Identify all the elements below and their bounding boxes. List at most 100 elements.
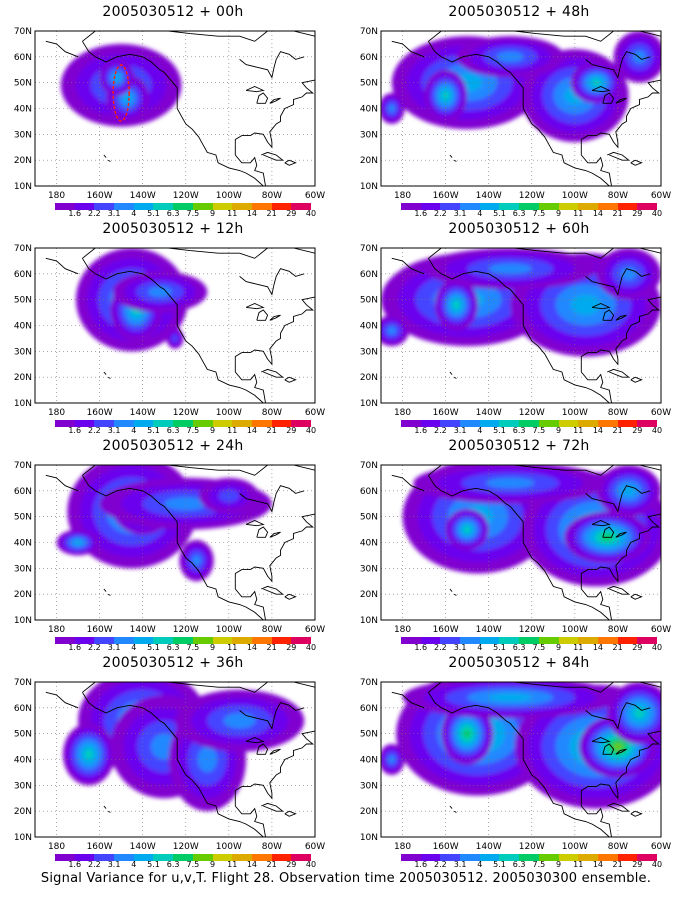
coastline — [269, 748, 281, 755]
colorbar: 1.6 2.2 3.1 4 5.1 6.3 7.5 9 11 14 21 29 40 — [401, 854, 662, 870]
y-tick-label: 20N — [360, 590, 378, 600]
x-tick-label: 180 — [394, 191, 411, 200]
colorbar-label: 29 — [286, 209, 297, 218]
colorbar-label: 5.1 — [147, 643, 160, 652]
colorbar-label: 29 — [632, 643, 643, 652]
coastline — [245, 303, 265, 310]
colorbar-label: 5.1 — [493, 426, 506, 435]
colorbar-swatch — [519, 854, 540, 861]
coastline — [615, 748, 627, 755]
panel-title: 2005030512 + 84h — [448, 655, 590, 671]
colorbar-label: 21 — [612, 209, 623, 218]
y-tick-label: 60N — [360, 704, 378, 714]
y-tick-label: 30N — [360, 781, 378, 791]
plot-frame — [34, 681, 316, 838]
x-tick-label: 160W — [87, 408, 113, 417]
colorbar-swatch — [55, 203, 76, 210]
x-tick-label: 180 — [48, 408, 65, 417]
coastline — [591, 520, 611, 527]
colorbar-label: 21 — [266, 426, 277, 435]
y-tick-label: 10N — [360, 833, 378, 843]
colorbar-label: 6.3 — [166, 209, 180, 218]
coastline — [239, 485, 305, 513]
coastline — [239, 702, 305, 730]
y-tick-label: 40N — [14, 756, 32, 766]
map-panel: 10N 20N 30N 40N 50N 60N 70N 180 160W 140W 120W 100W… — [346, 651, 692, 870]
panel-title: 2005030512 + 24h — [102, 438, 244, 454]
x-tick-label: 100W — [216, 191, 242, 200]
coastline — [234, 730, 315, 800]
colorbar-label: 5.1 — [147, 426, 160, 435]
colorbar-swatch — [173, 637, 194, 644]
colorbar-swatch — [232, 637, 253, 644]
colorbar-label: 14 — [592, 209, 604, 218]
colorbar-label: 5.1 — [147, 209, 160, 218]
x-tick-label: 120W — [173, 191, 199, 200]
colorbar-swatch — [251, 420, 273, 427]
colorbar-label: 3.1 — [453, 209, 467, 218]
y-tick-label: 40N — [360, 322, 378, 332]
colorbar-swatch — [637, 854, 658, 861]
colorbar-swatch — [637, 637, 658, 644]
colorbar-label: 9 — [209, 426, 216, 435]
variance-contour — [84, 749, 94, 760]
x-tick-label: 80W — [262, 408, 282, 417]
coastline — [602, 92, 615, 104]
colorbar-swatch — [212, 420, 233, 427]
x-tick-label: 140W — [476, 408, 502, 417]
x-tick-label: 120W — [173, 842, 199, 851]
colorbar-label: 29 — [632, 426, 643, 435]
coastline — [453, 159, 457, 162]
colorbar: 1.6 2.2 3.1 4 5.1 6.3 7.5 9 11 14 21 29 40 — [401, 420, 662, 436]
colorbar-swatch — [617, 203, 638, 210]
coastline — [453, 593, 457, 596]
coastline — [245, 737, 265, 744]
colorbar-label: 3.1 — [453, 643, 467, 652]
colorbar-swatch — [558, 420, 579, 427]
coastline — [82, 465, 315, 476]
colorbar-swatch — [192, 203, 214, 210]
colorbar-label: 11 — [227, 426, 238, 435]
colorbar-label: 11 — [573, 426, 584, 435]
colorbar-label: 3.1 — [107, 643, 121, 652]
colorbar: 1.6 2.2 3.1 4 5.1 6.3 7.5 9 11 14 21 29 40 — [401, 637, 662, 653]
colorbar-swatch — [114, 854, 135, 861]
y-tick-label: 70N — [360, 244, 378, 254]
colorbar-swatch — [251, 854, 273, 861]
y-tick-label: 10N — [14, 616, 32, 626]
x-tick-label: 60W — [651, 625, 671, 634]
colorbar-swatch — [440, 637, 461, 644]
coastline — [630, 159, 643, 166]
colorbar-swatch — [74, 203, 95, 210]
x-tick-label: 80W — [262, 625, 282, 634]
colorbar-swatch — [440, 420, 461, 427]
coastline — [580, 79, 661, 149]
colorbar-label: 11 — [227, 209, 238, 218]
colorbar-label: 9 — [555, 209, 562, 218]
colorbar-label: 14 — [592, 426, 604, 435]
coastline — [607, 151, 630, 161]
colorbar-label: 11 — [573, 860, 584, 869]
colorbar-swatch — [420, 420, 441, 427]
y-tick-label: 60N — [14, 270, 32, 280]
x-tick-label: 60W — [305, 191, 325, 200]
variance-contour — [192, 555, 201, 566]
colorbar-swatch — [212, 203, 233, 210]
coastline — [45, 40, 79, 58]
colorbar-label: 5.1 — [493, 209, 506, 218]
colorbar-swatch — [460, 637, 481, 644]
coastline — [391, 691, 425, 709]
colorbar-label: 29 — [286, 426, 297, 435]
colorbar-swatch — [558, 854, 579, 861]
x-tick-label: 160W — [433, 408, 459, 417]
colorbar-label: 11 — [227, 643, 238, 652]
colorbar-swatch — [420, 637, 441, 644]
coastline — [234, 79, 315, 149]
y-tick-label: 40N — [360, 539, 378, 549]
colorbar-label: 9 — [555, 426, 562, 435]
coastline — [580, 578, 612, 620]
coastline — [391, 40, 425, 58]
coastline — [261, 585, 284, 595]
coastline — [428, 682, 661, 693]
colorbar-label: 7.5 — [532, 209, 546, 218]
